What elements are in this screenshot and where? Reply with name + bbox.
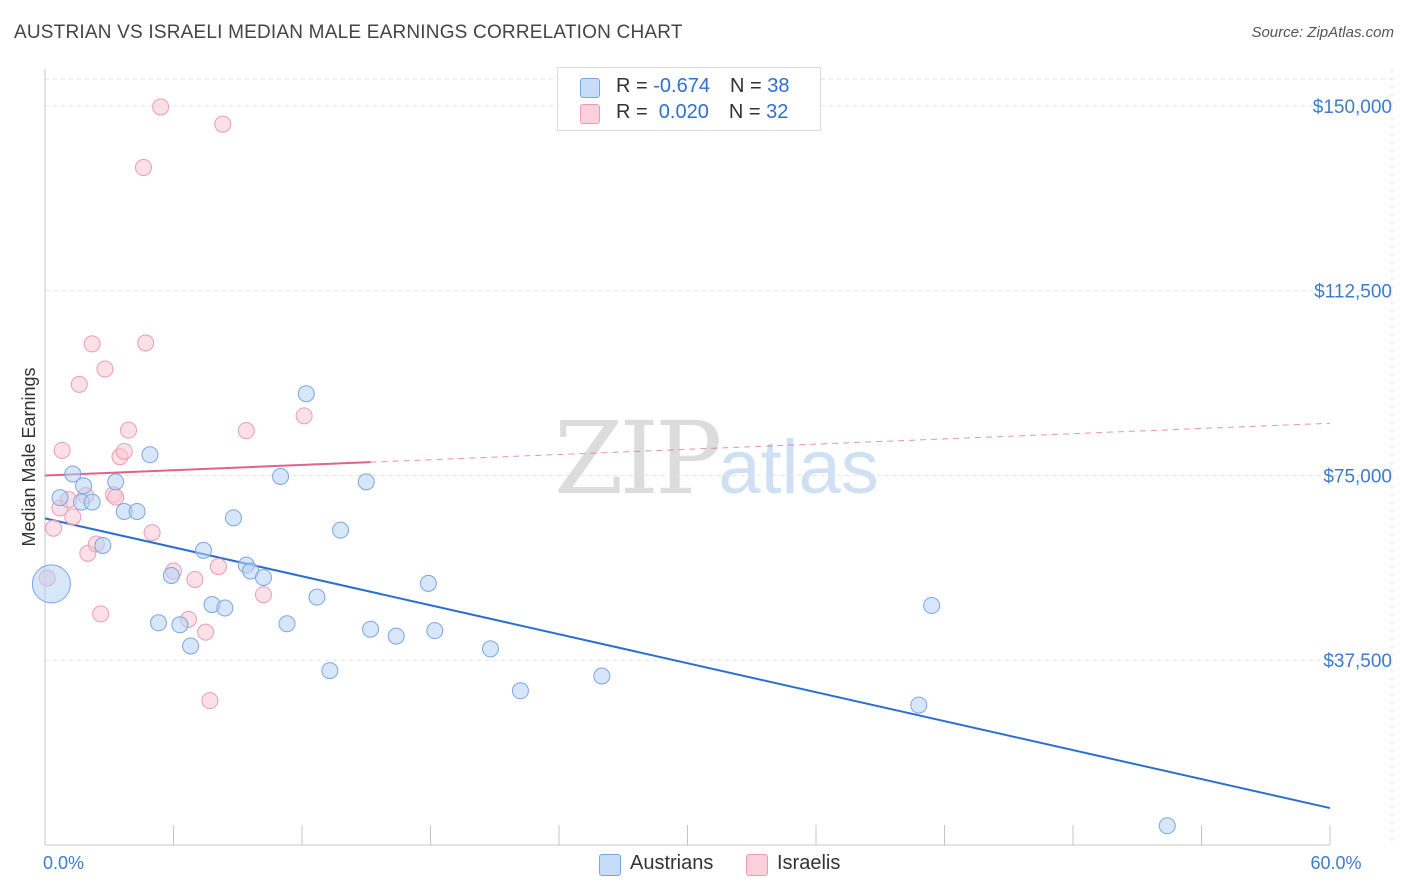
austrians-point [272, 467, 290, 485]
bottom-legend-label-israelis: Israelis [777, 852, 841, 874]
israelis-point [120, 421, 138, 439]
austrians-point [150, 614, 168, 632]
austrians-points [31, 385, 1176, 835]
austrians-point [107, 473, 125, 491]
israelis-trend-line [44, 461, 371, 477]
austrians-point [362, 620, 380, 638]
austrians-point [481, 640, 499, 658]
austrians-point [216, 599, 234, 617]
israelis-point [45, 519, 63, 537]
correlation-legend: R = -0.674 N = 38 R = 0.020 N = 32 [557, 67, 821, 131]
israelis-point [92, 605, 110, 623]
austrians-point [171, 616, 189, 634]
israelis-point [83, 335, 101, 353]
legend-text-israelis: R = 0.020 N = 32 [616, 101, 788, 124]
legend-n-value: 32 [766, 101, 789, 123]
watermark-zip: ZIP [554, 400, 722, 517]
y-tick-label: $150,000 [1313, 97, 1392, 118]
legend-swatch-israelis [580, 104, 600, 124]
austrians-point [321, 662, 339, 680]
israelis-point [115, 442, 133, 460]
austrians-point [419, 574, 437, 592]
israelis-point [209, 558, 227, 576]
austrians-point [910, 696, 928, 714]
legend-r-label: R = [616, 75, 654, 97]
israelis-point [295, 407, 313, 425]
austrians-point [1158, 817, 1176, 835]
y-tick-label: $112,500 [1314, 282, 1392, 303]
israelis-point [96, 360, 114, 378]
legend-n-label: N = [728, 101, 767, 123]
x-tick-label: 0.0% [43, 853, 84, 873]
austrians-point [64, 465, 82, 483]
austrians-point [224, 509, 242, 527]
israelis-point [135, 159, 153, 177]
y-tick-label: $37,500 [1323, 651, 1392, 672]
austrians-point [357, 473, 375, 491]
chart-title: AUSTRIAN VS ISRAELI MEDIAN MALE EARNINGS… [14, 22, 683, 43]
austrians-point [923, 597, 941, 615]
israelis-point [201, 692, 219, 710]
watermark-atlas: atlas [718, 425, 879, 510]
austrians-point [83, 493, 101, 511]
israelis-point [237, 422, 255, 440]
x-tick-label: 60.0% [1310, 853, 1361, 873]
austrians-point [308, 588, 326, 606]
legend-text-austrians: R = -0.674 N = 38 [616, 75, 789, 98]
y-axis-title: Median Male Earnings [19, 367, 39, 546]
austrians-point [162, 566, 180, 584]
austrians-point [387, 627, 405, 645]
israelis-point [137, 334, 155, 352]
israelis-point [64, 508, 82, 526]
austrians-point [194, 541, 212, 559]
bottom-legend-swatch-israelis [746, 854, 768, 876]
austrians-point [593, 667, 611, 685]
israelis-point [214, 115, 232, 133]
austrians-point [426, 622, 444, 640]
israelis-points [38, 98, 313, 710]
grid-lines [45, 69, 1393, 845]
legend-r-value: -0.674 [653, 75, 710, 97]
bottom-legend-swatch-austrians [599, 854, 621, 876]
y-tick-label: $75,000 [1323, 466, 1392, 487]
israelis-point [143, 524, 161, 542]
legend-n-value: 38 [767, 75, 790, 97]
axes [44, 69, 1331, 846]
austrians-point [75, 477, 93, 495]
austrians-point [51, 489, 69, 507]
austrians-point [94, 536, 112, 554]
israelis-point [186, 570, 204, 588]
legend-swatch-austrians [580, 78, 600, 98]
israelis-point [254, 586, 272, 604]
legend-n-label: N = [729, 75, 768, 97]
austrians-point [141, 446, 159, 464]
austrians-point [511, 682, 529, 700]
legend-r-label: R = [616, 101, 654, 123]
watermark: ZIPatlas [554, 400, 879, 517]
austrians-trend-line [44, 517, 1331, 810]
israelis-point [107, 488, 125, 506]
austrians-point [254, 568, 272, 586]
bottom-legend-label-austrians: Austrians [630, 852, 714, 874]
austrians-point [128, 502, 146, 520]
israelis-point [53, 441, 71, 459]
austrians-point [278, 615, 296, 633]
israelis-point [152, 98, 170, 116]
tick-labels: $37,500 $75,000 $112,500 $150,000 0.0% 60.0% M… [19, 97, 1392, 873]
chart-source: Source: ZipAtlas.com [1251, 24, 1394, 41]
austrians-point [31, 564, 71, 604]
austrians-point [182, 637, 200, 655]
legend-r-value: 0.020 [653, 101, 709, 123]
israelis-trend-extension [370, 422, 1331, 463]
israelis-point [197, 623, 215, 641]
austrians-point [297, 385, 315, 403]
israelis-point [70, 375, 88, 393]
austrians-point [332, 521, 350, 539]
trend-lines [44, 422, 1331, 810]
